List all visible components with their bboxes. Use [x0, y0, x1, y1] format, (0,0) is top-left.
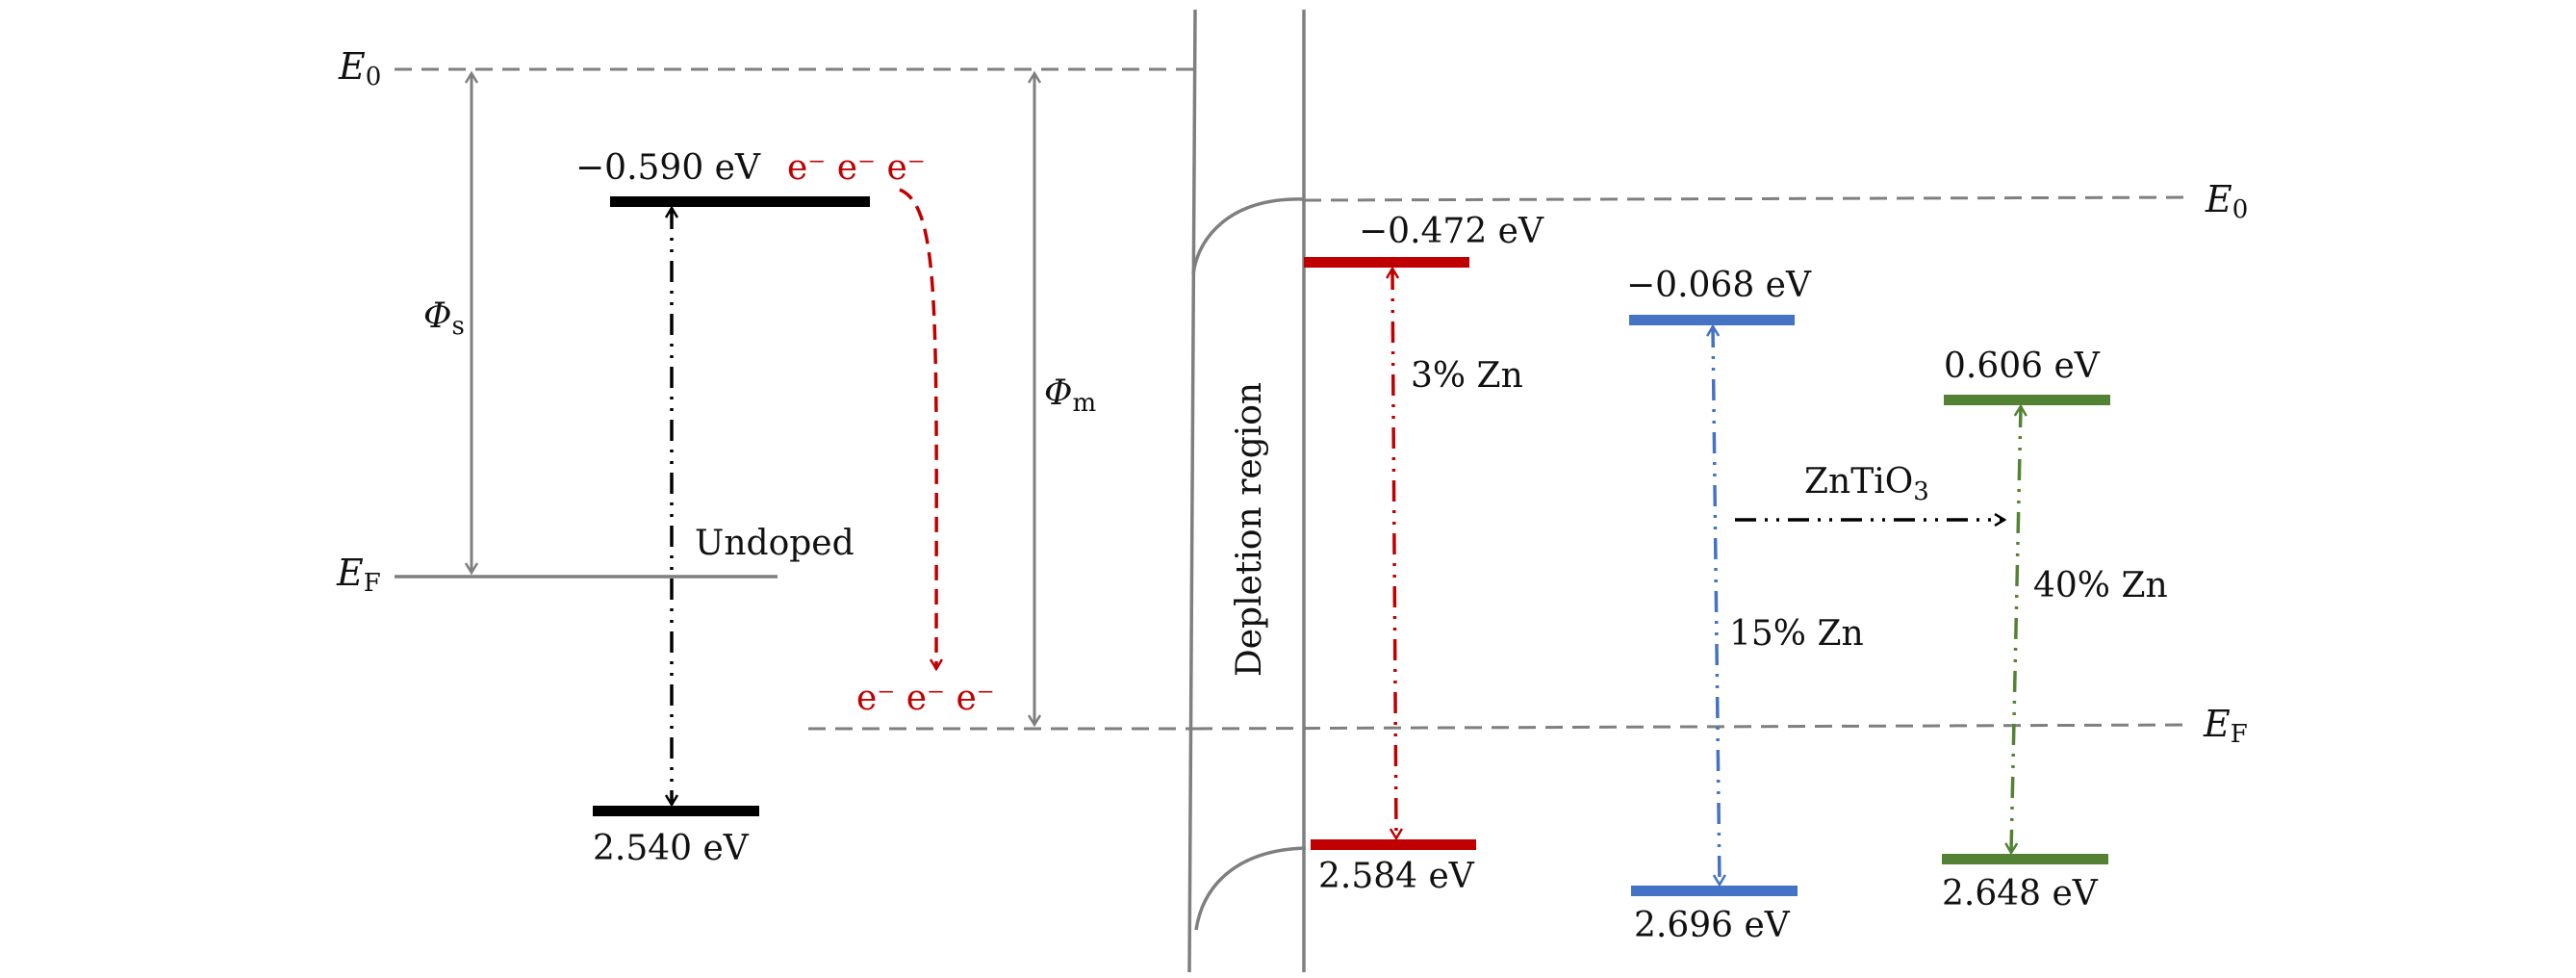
e0-label-left: E0 — [338, 45, 381, 91]
phi-s-label: Φs — [423, 296, 465, 341]
zn15-cb-level — [1629, 315, 1795, 325]
depletion-left-boundary — [1187, 9, 1197, 973]
zn15-cb-value: −0.068 eV — [1626, 266, 1812, 305]
zntio3-label: ZnTiO3 — [1804, 462, 1929, 506]
zn15-vb-level — [1631, 886, 1798, 896]
electrons-top: e⁻ e⁻ e⁻ — [787, 148, 926, 188]
zn15-gap-arrow — [1713, 326, 1720, 885]
e0-label-right: E0 — [2205, 178, 2248, 224]
undoped-vb-level — [593, 806, 759, 816]
zn40-cb-level — [1944, 395, 2110, 405]
band-bending-bottom — [1194, 846, 1307, 931]
ef-label-right: EF — [2203, 703, 2248, 749]
undoped-vb-value: 2.540 eV — [593, 829, 750, 868]
ef-label-left: EF — [336, 552, 381, 598]
zn3-vb-level — [1311, 839, 1476, 850]
undoped-cb-value: −0.590 eV — [575, 148, 761, 188]
electrons-bottom: e⁻ e⁻ e⁻ — [856, 679, 995, 718]
zn15-vb-value: 2.696 eV — [1634, 906, 1791, 945]
undoped-label: Undoped — [695, 524, 854, 563]
fermi-level-right — [1194, 723, 2187, 731]
zn15-label: 15% Zn — [1729, 614, 1864, 654]
zn3-cb-level — [1304, 257, 1469, 268]
undoped-cb-level — [610, 196, 870, 207]
zn40-label: 40% Zn — [2033, 566, 2168, 605]
zn3-vb-value: 2.584 eV — [1318, 857, 1475, 896]
vacuum-level-right — [1303, 195, 2187, 202]
band-bending-top — [1191, 197, 1305, 275]
zn40-vb-value: 2.648 eV — [1942, 874, 2099, 914]
zn40-cb-value: 0.606 eV — [1944, 347, 2101, 386]
depletion-label: Depletion region — [1230, 382, 1269, 677]
phi-m-label: Φm — [1044, 373, 1096, 418]
zn40-vb-level — [1942, 854, 2108, 864]
zn3-gap-arrow — [1392, 269, 1396, 838]
zn40-gap-arrow — [2011, 406, 2021, 853]
zn3-label: 3% Zn — [1411, 356, 1523, 396]
zn3-cb-value: −0.472 eV — [1359, 212, 1544, 251]
electron-transfer-arrow — [899, 188, 936, 669]
